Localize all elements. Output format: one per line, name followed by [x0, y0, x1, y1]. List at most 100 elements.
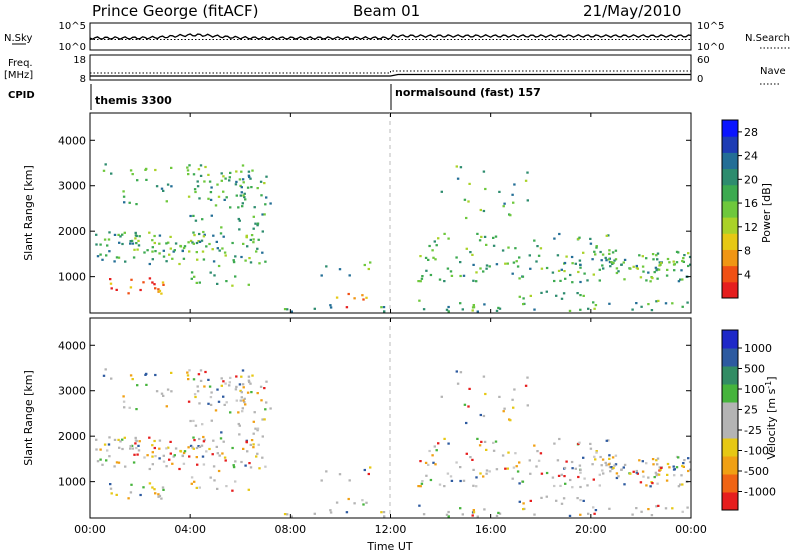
data-cell: [158, 494, 162, 497]
colorbar-tick-label: 16: [744, 197, 758, 210]
data-cell: [564, 277, 567, 280]
data-cell: [515, 465, 518, 468]
data-cell: [189, 419, 192, 423]
data-cell: [257, 443, 260, 446]
data-cell: [607, 234, 610, 237]
data-cell: [579, 266, 582, 269]
data-cell: [367, 472, 370, 476]
velocity-colorbar-label-main: Velocity [m s: [765, 388, 778, 459]
data-cell: [183, 245, 187, 248]
data-cell: [222, 175, 225, 178]
data-cell: [190, 277, 193, 280]
data-cell: [645, 257, 648, 260]
data-cell: [459, 166, 463, 169]
data-cell: [138, 440, 141, 443]
data-cell: [562, 292, 566, 295]
data-cell: [498, 190, 501, 193]
data-cell: [240, 186, 243, 189]
data-cell: [128, 406, 131, 409]
data-cell: [224, 459, 227, 462]
data-cell: [198, 232, 201, 236]
data-cell: [269, 407, 272, 410]
nave-line: [90, 73, 691, 77]
data-cell: [498, 307, 502, 310]
data-cell: [182, 257, 186, 260]
data-cell: [679, 278, 682, 281]
data-cell: [657, 268, 661, 271]
data-cell: [203, 385, 206, 388]
data-cell: [251, 374, 254, 377]
data-cell: [216, 183, 219, 186]
data-cell: [195, 456, 198, 459]
data-cell: [471, 458, 474, 461]
data-cell: [565, 460, 568, 463]
data-cell: [145, 383, 148, 386]
data-cell: [479, 472, 482, 475]
data-cell: [638, 254, 641, 257]
data-cell: [186, 166, 189, 169]
data-cell: [158, 289, 162, 292]
colorbar-swatch: [722, 456, 738, 475]
data-cell: [533, 513, 536, 516]
data-cell: [222, 190, 225, 193]
data-cell: [247, 375, 251, 378]
data-cell: [189, 239, 193, 242]
data-cell: [672, 468, 676, 471]
data-cell: [540, 496, 543, 499]
power-panel: 1000 2000 3000 4000 Slant Range [km] 4 8 12 16…: [22, 112, 773, 314]
x-tick-label: 16:00: [475, 523, 507, 536]
data-cell: [137, 449, 141, 452]
data-cell: [197, 445, 200, 448]
data-cell: [600, 464, 603, 467]
data-cell: [235, 385, 238, 388]
data-cell: [513, 183, 516, 186]
data-cell: [497, 306, 500, 309]
data-cell: [429, 478, 433, 482]
data-cell: [468, 182, 471, 185]
colorbar-swatch: [722, 200, 738, 218]
data-cell: [216, 452, 219, 455]
data-cell: [421, 480, 424, 483]
data-cell: [195, 241, 199, 245]
data-cell: [231, 241, 234, 245]
data-cell: [595, 245, 598, 248]
data-cell: [672, 260, 675, 263]
data-cell: [681, 259, 684, 263]
y-tick-label: 2000: [58, 225, 86, 238]
data-cell: [265, 380, 268, 383]
data-cell: [609, 470, 612, 473]
data-cell: [601, 458, 605, 461]
data-cell: [655, 459, 658, 462]
data-cell: [241, 410, 244, 413]
data-cell: [472, 511, 476, 514]
data-cell: [668, 466, 671, 469]
data-cell: [347, 497, 350, 501]
data-cell: [235, 194, 238, 197]
data-cell: [672, 465, 675, 468]
data-cell: [361, 294, 364, 297]
freq-panel: Freq. [MHz] 18 8 60 0 Nave: [4, 54, 786, 85]
data-cell: [479, 208, 482, 212]
data-cell: [492, 236, 495, 239]
power-scatter-cells: [95, 163, 692, 313]
data-cell: [535, 465, 538, 468]
data-cell: [189, 444, 193, 447]
data-cell: [194, 395, 197, 399]
data-cell: [225, 196, 228, 199]
data-cell: [501, 249, 505, 252]
cpid-label: CPID: [8, 90, 35, 101]
data-cell: [641, 265, 645, 268]
data-cell: [216, 487, 219, 490]
data-cell: [172, 455, 175, 458]
nsearch-tick-top: 10^5: [697, 21, 724, 32]
data-cell: [635, 469, 638, 473]
data-cell: [171, 257, 174, 260]
data-cell: [256, 222, 260, 225]
data-cell: [598, 279, 601, 282]
data-cell: [641, 470, 645, 473]
data-cell: [121, 233, 124, 236]
data-cell: [455, 165, 458, 168]
data-cell: [209, 396, 213, 399]
data-cell: [656, 457, 660, 460]
data-cell: [672, 263, 676, 266]
